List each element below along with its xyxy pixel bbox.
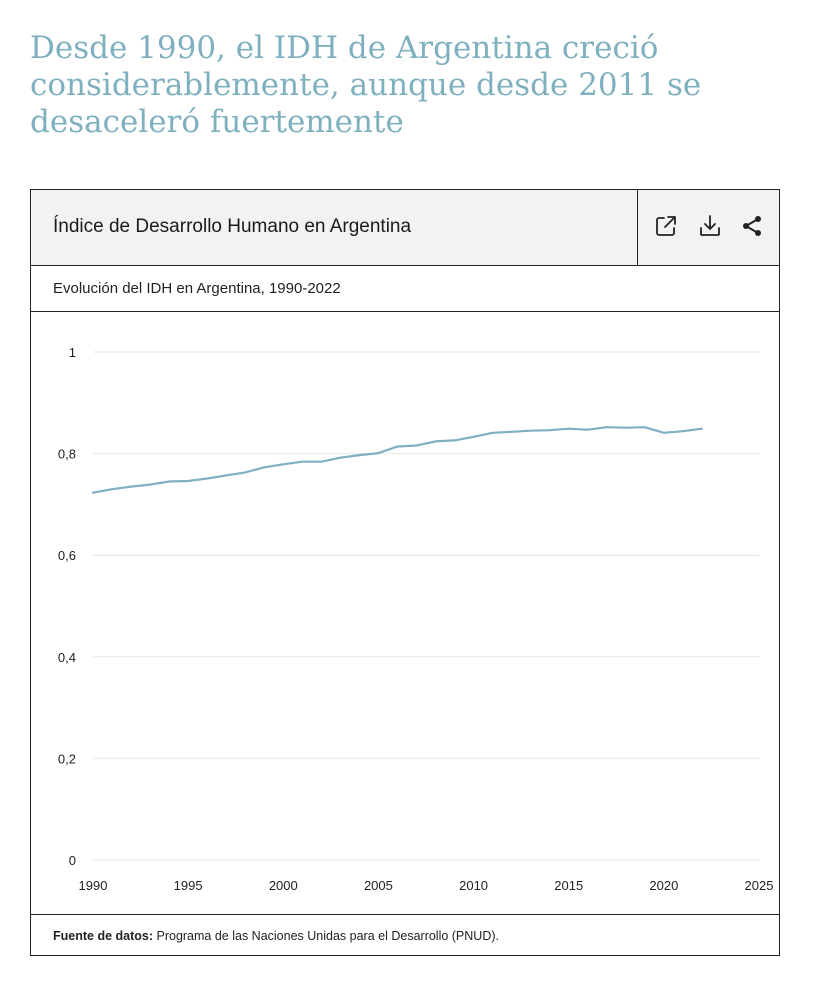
subtitle-row: Evolución del IDH en Argentina, 1990-202… <box>31 265 779 312</box>
x-tick-label: 1995 <box>174 878 203 893</box>
x-tick-label: 2015 <box>554 878 583 893</box>
download-icon[interactable] <box>698 214 722 238</box>
chart-card: Índice de Desarrollo Humano en Argentina… <box>30 189 780 956</box>
y-tick-label: 0,8 <box>58 447 76 462</box>
share-icon[interactable] <box>740 214 764 238</box>
x-tick-label: 2000 <box>269 878 298 893</box>
x-tick-label: 2010 <box>459 878 488 893</box>
y-tick-label: 1 <box>69 345 76 360</box>
source-footer: Fuente de datos: Programa de las Nacione… <box>31 914 779 956</box>
card-title: Índice de Desarrollo Humano en Argentina <box>53 216 412 237</box>
y-tick-label: 0,6 <box>58 548 76 563</box>
y-tick-label: 0,2 <box>58 751 76 766</box>
y-tick-label: 0,4 <box>58 650 76 665</box>
source-label: Fuente de datos: <box>53 929 154 943</box>
x-tick-label: 2020 <box>649 878 678 893</box>
x-tick-label: 1990 <box>79 878 108 893</box>
x-tick-label: 2005 <box>364 878 393 893</box>
idh-series-line <box>91 426 704 494</box>
series-layer <box>91 426 704 494</box>
chart-tools <box>637 190 780 265</box>
y-tick-label: 0 <box>69 853 76 868</box>
card-header: Índice de Desarrollo Humano en Argentina <box>31 190 779 266</box>
line-chart: 0 0,2 0,4 0,6 0,8 1 1990 1995 2000 2005 2010 2015 20… <box>58 345 774 893</box>
chart-subtitle: Evolución del IDH en Argentina, 1990-202… <box>53 280 341 297</box>
external-link-icon[interactable] <box>654 214 678 238</box>
headline: Desde 1990, el IDH de Argentina creció c… <box>30 30 702 140</box>
source-value: Programa de las Naciones Unidas para el … <box>153 929 499 943</box>
x-tick-label: 2025 <box>745 878 774 893</box>
axis-layer: 0 0,2 0,4 0,6 0,8 1 1990 1995 2000 2005 2010 2015 20… <box>58 345 774 893</box>
source-text: Fuente de datos: Programa de las Nacione… <box>53 929 499 943</box>
grid-layer <box>93 351 759 861</box>
